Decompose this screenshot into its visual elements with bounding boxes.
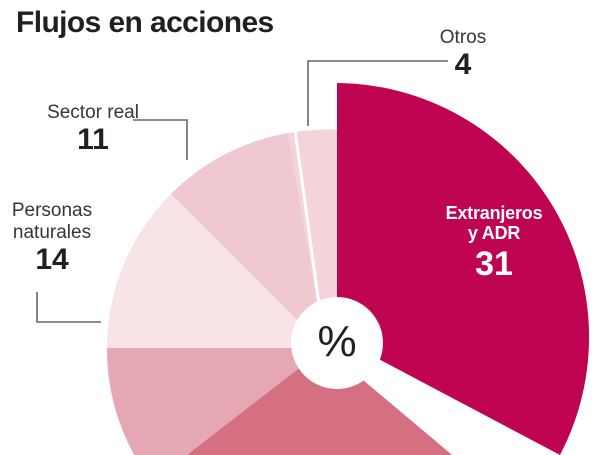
callout-otros: Otros 4 xyxy=(418,27,508,80)
callout-personas-naturales-line2: naturales xyxy=(12,222,92,243)
callout-sector-real: Sector real 11 xyxy=(23,102,163,155)
callout-otros-value: 4 xyxy=(454,48,472,81)
pie-slice-extranjeros-adr[interactable] xyxy=(337,83,590,455)
leader-line-otros xyxy=(307,60,448,126)
callout-personas-naturales-line1: Personas xyxy=(11,200,93,221)
pie-slice-personas-naturales[interactable] xyxy=(107,194,325,348)
callout-otros-label: Otros xyxy=(439,27,487,48)
donut-center-hub: % xyxy=(291,297,383,389)
callout-sector-real-label: Sector real xyxy=(47,102,139,123)
pie-slice-lower-left[interactable] xyxy=(106,348,325,455)
page-title: Flujos en acciones xyxy=(16,6,274,39)
pie-slice-lower-center[interactable] xyxy=(152,348,470,455)
percent-symbol: % xyxy=(317,317,357,366)
leader-line-sector-real xyxy=(133,119,188,160)
pie-slice-sector-real[interactable] xyxy=(171,133,325,348)
callout-personas-naturales-value: 14 xyxy=(35,243,69,276)
callout-sector-real-value: 11 xyxy=(77,123,109,156)
callout-personas-naturales: Personas naturales 14 xyxy=(0,200,112,275)
leader-line-personas-naturales xyxy=(36,292,101,323)
